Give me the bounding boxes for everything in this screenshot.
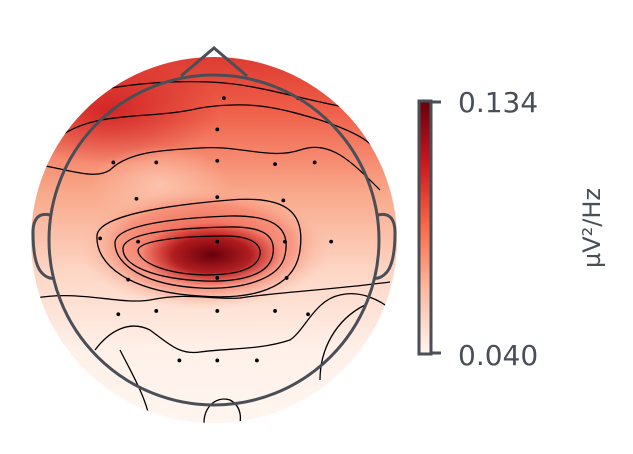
- electrode-marker: [215, 358, 220, 363]
- contour-line: [39, 146, 381, 191]
- electrode-marker: [215, 239, 220, 244]
- electrode-marker: [134, 196, 139, 201]
- electrode-marker: [222, 96, 226, 100]
- contour-line: [35, 281, 391, 302]
- electrode-marker: [306, 312, 310, 317]
- electrode-marker: [215, 195, 220, 200]
- left-ear-outline: [31, 212, 56, 280]
- electrode-marker: [255, 358, 259, 363]
- colorbar-bar: [417, 99, 433, 356]
- electrode-marker: [215, 158, 220, 163]
- colorbar-max-label: 0.134: [458, 86, 538, 119]
- colorbar-min-label: 0.040: [458, 339, 538, 372]
- electrode-marker: [284, 276, 289, 280]
- electrode-marker: [154, 309, 159, 313]
- contour-lines: [35, 80, 393, 423]
- electrode-marker: [154, 160, 159, 165]
- electrode-marker: [136, 239, 141, 244]
- contour-line: [203, 398, 242, 423]
- contour-line: [319, 304, 366, 381]
- nose-outline: [180, 46, 248, 78]
- contour-line: [122, 226, 274, 282]
- contour-line: [94, 293, 393, 354]
- head-circle: [47, 73, 381, 407]
- electrode-marker: [215, 127, 220, 132]
- contour-line: [114, 215, 287, 289]
- electrode-marker: [98, 236, 103, 241]
- contour-line: [96, 198, 302, 298]
- electrode-marker: [126, 277, 131, 282]
- electrode-marker: [116, 312, 121, 317]
- electrode-marker: [215, 309, 220, 313]
- electrode-marker: [111, 160, 116, 165]
- electrode-marker: [177, 358, 182, 363]
- electrode-marker: [273, 309, 277, 313]
- contour-line: [61, 104, 376, 151]
- colorbar-unit-label: µV²/Hz: [578, 188, 606, 268]
- right-ear-outline: [372, 212, 397, 280]
- electrode-marker: [283, 239, 287, 244]
- scalp-field: [31, 57, 397, 423]
- electrode-marker: [281, 198, 286, 203]
- colorbar: 0.134 0.040 µV²/Hz: [417, 86, 606, 372]
- contour-line: [137, 235, 261, 276]
- electrode-marker: [273, 162, 277, 167]
- electrode-marker: [312, 160, 317, 165]
- head-outline: [31, 46, 397, 407]
- electrode-marker: [215, 276, 220, 280]
- electrode-marker: [329, 239, 334, 244]
